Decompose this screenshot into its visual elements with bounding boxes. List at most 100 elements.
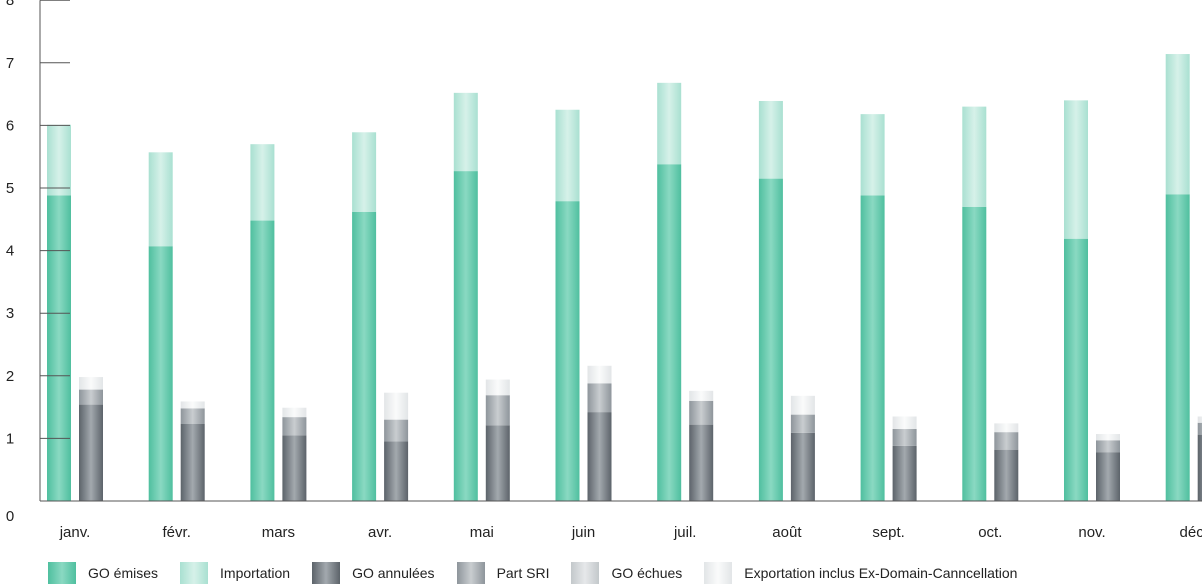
y-tick-label: 3 xyxy=(6,305,14,322)
bar-part-sri-oct xyxy=(994,432,1019,450)
bar-go-annulees-juil xyxy=(689,424,714,501)
legend-swatch xyxy=(456,562,485,584)
legend-label: GO émises xyxy=(88,565,159,581)
legend-item-importation: Importation xyxy=(180,562,290,584)
bar-go-annulees-avr xyxy=(384,441,409,501)
x-tick-label: mars xyxy=(262,524,295,541)
bar-importation-dec xyxy=(1165,54,1190,195)
x-tick-label: mai xyxy=(470,524,494,541)
bar-importation-fevr xyxy=(148,152,173,247)
bar-go-emises-avr xyxy=(352,211,377,501)
bar-importation-mai xyxy=(453,92,478,172)
bar-go-annulees-juin xyxy=(587,412,612,501)
y-tick-label: 7 xyxy=(6,55,14,72)
bar-part-sri-janv xyxy=(79,389,103,405)
bar-go-annulees-mars xyxy=(282,435,307,501)
bar-importation-nov xyxy=(1064,100,1088,239)
bar-importation-aout xyxy=(758,100,783,179)
bar-importation-sept xyxy=(860,114,885,196)
x-tick-label: janv. xyxy=(59,524,91,541)
legend-swatch xyxy=(312,562,341,584)
legend-item-go-emises: GO émises xyxy=(48,562,158,584)
x-tick-label: août xyxy=(772,524,802,541)
bar-part-sri-mars xyxy=(282,417,307,436)
y-tick-label: 6 xyxy=(6,117,14,134)
axes-layer: janv. févr. mars avr. mai juin juil. août sept. o… xyxy=(6,0,1202,541)
y-tick-label: 8 xyxy=(6,0,14,9)
bar-exportation-inclus-ex-domain-canncellation-dec xyxy=(1197,416,1202,423)
bar-exportation-inclus-ex-domain-canncellation-avr xyxy=(384,392,409,420)
legend-label: Exportation inclus Ex-Domain-Canncellati… xyxy=(744,565,1018,581)
bar-part-sri-sept xyxy=(892,429,917,446)
legend-item-exportation-inclus-ex-domain-canncellation: Exportation inclus Ex-Domain-Canncellati… xyxy=(704,562,1017,584)
bar-go-emises-nov xyxy=(1064,238,1088,501)
bar-importation-janv xyxy=(47,124,71,196)
bar-part-sri-nov xyxy=(1096,440,1120,453)
legend-label: Part SRI xyxy=(496,565,550,581)
bar-importation-oct xyxy=(962,106,987,207)
legend-item-go-echues: GO échues xyxy=(571,562,682,584)
legend-label: GO annulées xyxy=(352,565,435,581)
bar-part-sri-juil xyxy=(689,400,714,425)
bar-exportation-inclus-ex-domain-canncellation-nov xyxy=(1096,434,1120,441)
bar-go-annulees-dec xyxy=(1197,434,1202,501)
y-tick-label: 5 xyxy=(6,180,14,197)
y-tick-label: 1 xyxy=(6,430,14,447)
bar-importation-juin xyxy=(555,109,580,202)
bar-importation-avr xyxy=(352,132,377,212)
bar-go-annulees-mai xyxy=(485,425,510,501)
bar-go-annulees-aout xyxy=(790,432,815,501)
bar-go-annulees-janv xyxy=(79,404,103,501)
bar-go-annulees-oct xyxy=(994,449,1019,501)
bar-go-emises-oct xyxy=(962,206,987,501)
x-tick-label: oct. xyxy=(978,524,1002,541)
bar-importation-juil xyxy=(657,82,682,165)
bar-exportation-inclus-ex-domain-canncellation-juil xyxy=(689,390,714,401)
bar-go-emises-juil xyxy=(657,164,682,501)
x-tick-label: avr. xyxy=(368,524,392,541)
legend-swatch xyxy=(180,562,209,584)
x-tick-label: juin xyxy=(571,524,595,541)
x-tick-label: sept. xyxy=(872,524,905,541)
bar-go-emises-dec xyxy=(1165,194,1190,501)
bar-go-annulees-sept xyxy=(892,445,917,501)
legend-swatch xyxy=(704,562,733,584)
bar-exportation-inclus-ex-domain-canncellation-juin xyxy=(587,365,612,384)
legend-item-go-annulees: GO annulées xyxy=(312,562,435,584)
bar-part-sri-juin xyxy=(587,383,612,413)
bar-go-emises-fevr xyxy=(148,246,173,501)
x-tick-label: févr. xyxy=(163,524,191,541)
bar-go-emises-mai xyxy=(453,171,478,501)
bar-go-emises-aout xyxy=(758,178,783,502)
bar-importation-mars xyxy=(250,144,275,221)
bar-part-sri-avr xyxy=(384,419,409,442)
bar-exportation-inclus-ex-domain-canncellation-oct xyxy=(994,423,1019,433)
bar-go-emises-juin xyxy=(555,201,580,501)
bar-exportation-inclus-ex-domain-canncellation-janv xyxy=(79,377,103,390)
bar-go-annulees-nov xyxy=(1096,452,1120,501)
bar-part-sri-aout xyxy=(790,414,815,433)
legend: GO émises Importation GO annulées Part SRI G… xyxy=(48,562,1039,584)
bar-part-sri-dec xyxy=(1197,422,1202,435)
bar-exportation-inclus-ex-domain-canncellation-mai xyxy=(485,379,510,396)
y-tick-label: 0 xyxy=(6,508,14,525)
y-tick-label: 2 xyxy=(6,368,14,385)
bar-exportation-inclus-ex-domain-canncellation-mars xyxy=(282,407,307,418)
bar-exportation-inclus-ex-domain-canncellation-fevr xyxy=(180,401,205,409)
bar-go-annulees-fevr xyxy=(180,424,205,501)
x-tick-label: juil. xyxy=(673,524,697,541)
bar-go-emises-janv xyxy=(47,195,71,501)
bars-layer xyxy=(47,54,1202,502)
bar-exportation-inclus-ex-domain-canncellation-sept xyxy=(892,416,917,430)
bar-go-emises-mars xyxy=(250,220,275,501)
bar-go-emises-sept xyxy=(860,195,885,501)
bar-part-sri-fevr xyxy=(180,408,205,425)
x-tick-label: nov. xyxy=(1078,524,1105,541)
stacked-bar-chart: janv. févr. mars avr. mai juin juil. août sept. o… xyxy=(6,0,1202,541)
legend-swatch xyxy=(571,562,600,584)
bar-part-sri-mai xyxy=(485,395,510,426)
legend-swatch xyxy=(48,562,76,584)
legend-label: GO échues xyxy=(611,565,683,581)
y-tick-label: 4 xyxy=(6,243,14,260)
legend-label: Importation xyxy=(220,565,291,581)
